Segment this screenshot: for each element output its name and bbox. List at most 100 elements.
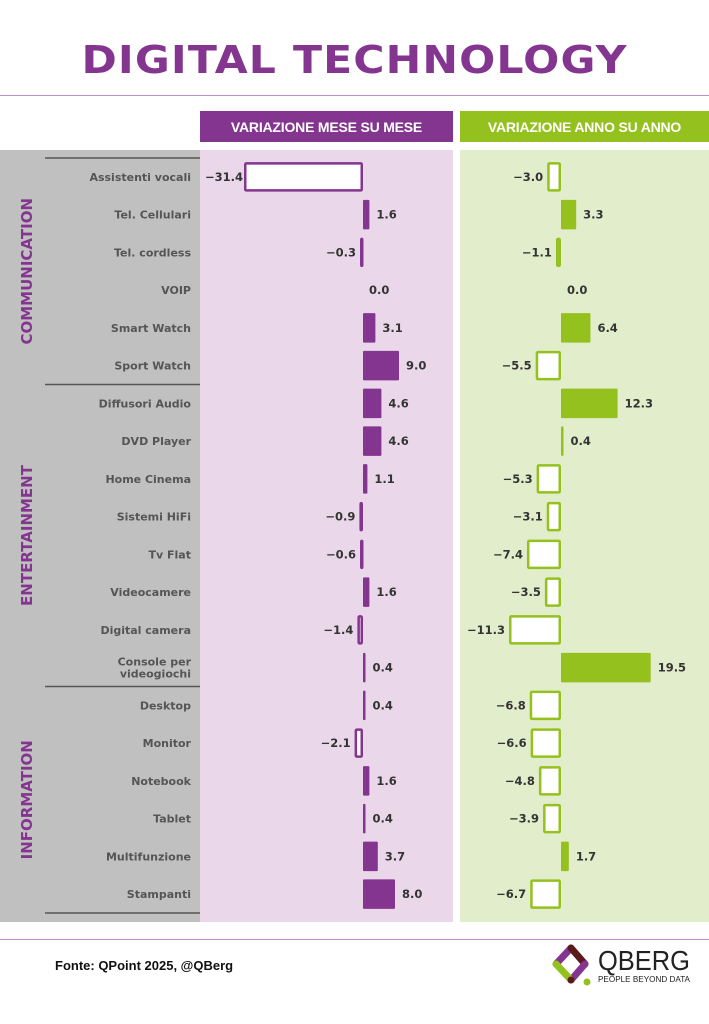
category-label: Tablet: [153, 813, 191, 826]
data-label-mom: 1.6: [376, 585, 396, 599]
category-panel: [0, 150, 200, 922]
bar-yoy: [530, 879, 561, 909]
category-label: Console per videogiochi: [118, 656, 192, 681]
bar-yoy: [538, 766, 561, 796]
data-label-mom: 0.0: [369, 283, 389, 297]
qberg-logo: QBERG PEOPLE BEYOND DATA: [552, 944, 691, 986]
bar-mom: [359, 501, 363, 532]
bar-mom: [363, 426, 382, 456]
bar-yoy: [526, 539, 562, 570]
category-label: Tv Flat: [149, 548, 191, 561]
qberg-logo-tagline: PEOPLE BEYOND DATA: [598, 975, 691, 984]
header-month-over-month: VARIAZIONE MESE SU MESE: [200, 111, 453, 142]
bar-mom: [363, 199, 370, 230]
data-label-yoy: 3.3: [583, 208, 603, 222]
data-label-mom: −31.4: [205, 170, 243, 184]
bar-mom: [363, 577, 370, 607]
category-label: Assistenti vocali: [89, 171, 191, 184]
data-label-yoy: −6.7: [496, 887, 526, 901]
bar-yoy: [535, 350, 562, 381]
category-label: Smart Watch: [111, 322, 191, 335]
data-label-yoy: 0.0: [567, 283, 587, 297]
data-label-yoy: 6.4: [597, 321, 617, 335]
bar-yoy: [546, 501, 561, 532]
data-label-yoy: 19.5: [658, 661, 686, 675]
data-label-mom: −2.1: [321, 736, 351, 750]
data-label-mom: 4.6: [388, 434, 408, 448]
category-label: DVD Player: [121, 435, 191, 448]
category-label: Sport Watch: [114, 360, 191, 373]
bar-yoy: [561, 388, 618, 419]
data-label-yoy: −11.3: [467, 623, 505, 637]
bar-yoy: [561, 841, 569, 872]
bar-mom: [363, 841, 378, 872]
bar-yoy: [561, 313, 591, 343]
data-label-mom: −0.6: [326, 547, 356, 561]
data-label-mom: 1.6: [376, 208, 396, 222]
source-note: Fonte: QPoint 2025, @QBerg: [55, 958, 234, 973]
page-title: DIGITAL TECHNOLOGY: [81, 38, 628, 82]
data-label-yoy: −3.0: [513, 170, 543, 184]
data-label-yoy: −3.9: [509, 812, 539, 826]
data-label-yoy: −4.8: [505, 774, 535, 788]
data-label-mom: −0.3: [326, 245, 356, 259]
bar-mom: [357, 615, 363, 645]
data-label-yoy: −6.8: [496, 698, 526, 712]
data-label-mom: 8.0: [402, 887, 422, 901]
bar-mom: [360, 539, 364, 570]
header-year-over-year: VARIAZIONE ANNO SU ANNO: [460, 111, 709, 142]
group-label-information: INFORMATION: [18, 740, 36, 859]
data-label-mom: 3.7: [385, 849, 405, 863]
data-label-yoy: −6.6: [497, 736, 527, 750]
category-label: Multifunzione: [106, 850, 191, 863]
bar-yoy: [561, 199, 577, 230]
data-label-yoy: 1.7: [576, 849, 596, 863]
data-label-yoy: −1.1: [522, 245, 552, 259]
qberg-logo-mark-icon: [552, 944, 591, 986]
bar-yoy: [561, 426, 564, 456]
bar-mom: [363, 313, 376, 343]
bar-yoy: [536, 464, 561, 494]
category-label: Notebook: [131, 775, 191, 788]
bar-mom: [360, 237, 364, 268]
qberg-logo-name: QBERG: [598, 945, 690, 976]
bar-yoy: [547, 162, 562, 192]
bar-mom: [363, 690, 366, 721]
data-label-yoy: −3.1: [513, 510, 543, 524]
data-label-yoy: −7.4: [493, 547, 523, 561]
bar-mom: [363, 879, 395, 909]
bar-yoy: [509, 615, 561, 645]
data-label-mom: 3.1: [382, 321, 402, 335]
category-label: Sistemi HiFi: [117, 511, 191, 524]
bar-yoy: [561, 652, 651, 683]
category-label: Diffusori Audio: [99, 397, 192, 410]
data-label-mom: 0.4: [373, 812, 393, 826]
category-label: Digital camera: [100, 624, 191, 637]
data-label-mom: 9.0: [406, 359, 426, 373]
bar-mom: [244, 162, 363, 192]
bottom-divider: [0, 939, 709, 940]
data-label-yoy: −5.5: [502, 359, 532, 373]
bar-yoy: [543, 803, 561, 834]
data-label-mom: −1.4: [323, 623, 353, 637]
month-over-month-panel: [200, 150, 453, 922]
group-label-entertainment: ENTERTAINMENT: [18, 464, 36, 606]
data-label-mom: −0.9: [325, 510, 355, 524]
bar-mom: [363, 350, 399, 381]
data-label-yoy: −3.5: [511, 585, 541, 599]
data-label-yoy: −5.3: [503, 472, 533, 486]
bar-mom: [363, 464, 368, 494]
bar-mom: [354, 728, 364, 758]
group-label-communication: COMMUNICATION: [18, 198, 36, 345]
data-label-mom: 0.4: [373, 698, 393, 712]
top-divider: [0, 95, 709, 96]
category-label: Home Cinema: [105, 473, 191, 486]
data-label-mom: 1.6: [376, 774, 396, 788]
category-label: Stampanti: [127, 888, 191, 901]
category-label: Tel. cordless: [114, 246, 191, 259]
bar-yoy: [544, 577, 562, 607]
category-label: Monitor: [143, 737, 192, 750]
bar-mom: [363, 388, 382, 419]
category-label: Videocamere: [110, 586, 191, 599]
